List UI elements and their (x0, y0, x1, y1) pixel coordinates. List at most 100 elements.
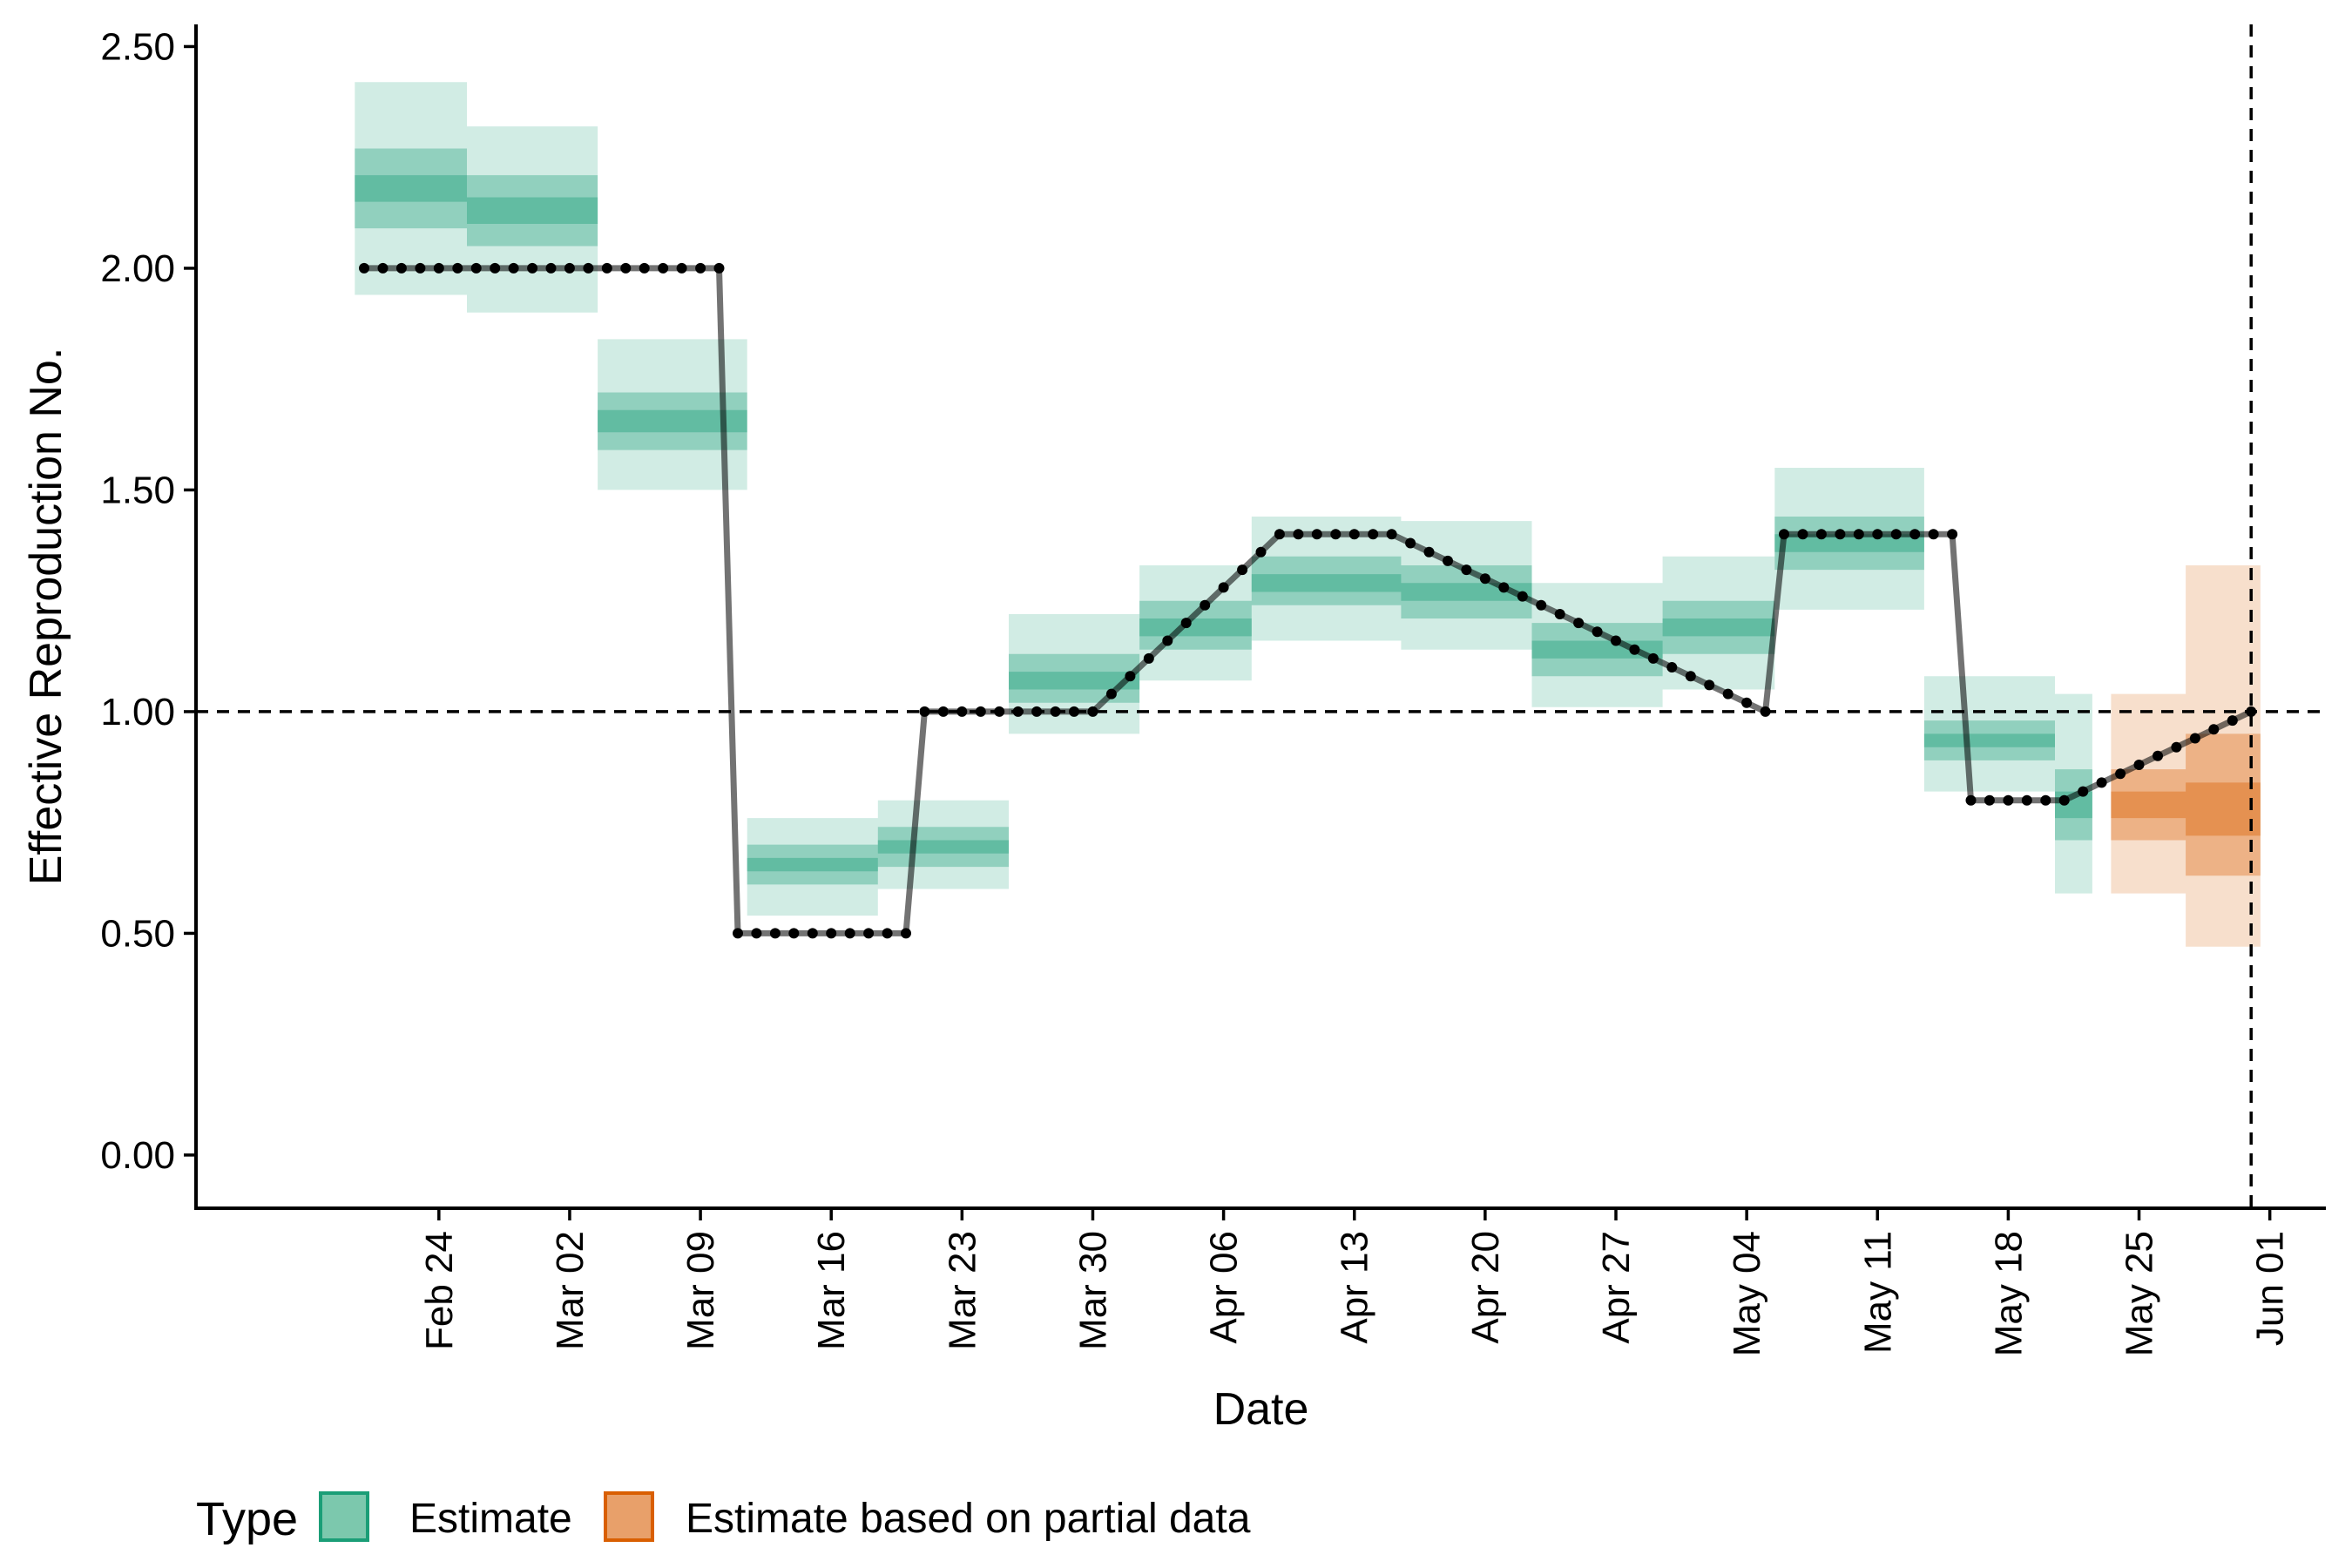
x-tick-label: Feb 24 (418, 1231, 461, 1350)
data-point (1704, 679, 1715, 691)
data-point (2096, 777, 2107, 788)
data-point (1517, 591, 1528, 602)
data-point (1087, 706, 1098, 717)
data-point (1012, 706, 1024, 717)
data-point (2058, 794, 2070, 806)
data-point (1180, 618, 1192, 629)
x-tick-label: Apr 20 (1464, 1231, 1507, 1344)
data-point (1984, 794, 1995, 806)
band-1-interval-1 (2111, 733, 2261, 876)
data-point (1125, 671, 1136, 682)
data-point (415, 262, 426, 274)
y-tick-label: 0.50 (100, 912, 175, 955)
data-point (1928, 529, 1939, 540)
data-point (395, 262, 407, 274)
data-point (1536, 599, 1547, 611)
band-1-interval-0 (2111, 565, 2261, 947)
data-point (1872, 529, 1883, 540)
y-tick-label: 1.00 (100, 691, 175, 733)
data-point (2227, 715, 2238, 727)
x-tick-label: Apr 13 (1334, 1231, 1376, 1344)
legend-title: Type (196, 1493, 298, 1545)
data-point (490, 262, 501, 274)
data-point (639, 262, 650, 274)
x-tick-label: Mar 30 (1071, 1231, 1114, 1350)
data-point (695, 262, 706, 274)
data-point (2133, 760, 2145, 770)
data-point (807, 928, 818, 939)
data-point (564, 262, 575, 274)
data-point (1461, 564, 1472, 576)
data-point (751, 928, 762, 939)
x-tick-label: Mar 02 (549, 1231, 591, 1350)
data-point (956, 706, 968, 717)
x-tick-label: May 25 (2119, 1231, 2161, 1356)
data-point (1105, 688, 1117, 700)
data-point (975, 706, 986, 717)
data-point (1592, 626, 1603, 638)
data-point (1573, 618, 1585, 629)
data-point (452, 262, 463, 274)
data-point (508, 262, 519, 274)
rt-series-points (359, 262, 2257, 939)
data-point (1200, 599, 1211, 611)
data-point (994, 706, 1005, 717)
credible-interval-bands (355, 82, 2261, 947)
data-point (1965, 794, 1977, 806)
data-point (919, 706, 930, 717)
data-point (1498, 582, 1510, 593)
band-1-interval-2 (2111, 782, 2261, 836)
data-point (658, 262, 669, 274)
data-point (769, 928, 781, 939)
band-0-interval-0 (355, 82, 2092, 916)
x-tick-label: Apr 06 (1203, 1231, 1246, 1344)
data-point (863, 928, 875, 939)
legend-label-estimate: Estimate (409, 1496, 572, 1542)
y-tick-label: 2.00 (100, 247, 175, 290)
data-point (583, 262, 594, 274)
data-point (1237, 564, 1248, 576)
data-point (1443, 555, 1453, 566)
band-0-interval-1 (355, 148, 2092, 885)
y-axis-ticks: 0.00 0.50 1.00 1.50 2.00 2.50 (100, 25, 196, 1177)
reference-lines (196, 24, 2326, 1208)
data-point (2040, 794, 2051, 806)
x-tick-label: Jun 01 (2249, 1231, 2292, 1346)
data-point (1143, 652, 1154, 664)
data-point (2171, 741, 2182, 753)
x-tick-label: Mar 16 (810, 1231, 853, 1350)
x-tick-label: Mar 23 (941, 1231, 983, 1350)
y-tick-label: 2.50 (100, 25, 175, 68)
data-point (2189, 733, 2200, 744)
data-point (1311, 529, 1322, 540)
y-axis-title: Effective Reproduction No. (21, 348, 71, 886)
legend: Type Estimate Estimate based on partial … (196, 1491, 1251, 1545)
data-point (1031, 706, 1043, 717)
data-point (1835, 529, 1846, 540)
data-point (676, 262, 687, 274)
data-point (1423, 546, 1435, 558)
data-point (1162, 635, 1173, 646)
data-point (2021, 794, 2032, 806)
data-point (1947, 529, 1958, 540)
data-point (433, 262, 444, 274)
data-point (1890, 529, 1902, 540)
data-point (1218, 582, 1229, 593)
data-point (1368, 529, 1379, 540)
data-point (1330, 529, 1342, 540)
x-tick-label: May 04 (1726, 1231, 1768, 1356)
data-point (1722, 688, 1734, 700)
data-point (1386, 529, 1397, 540)
data-point (620, 262, 632, 274)
data-point (1554, 609, 1565, 619)
y-tick-label: 0.00 (100, 1134, 175, 1177)
x-tick-label: Apr 27 (1595, 1231, 1638, 1344)
data-point (1611, 635, 1621, 646)
data-point (1405, 537, 1416, 549)
y-tick-label: 1.50 (100, 469, 175, 511)
data-point (1741, 697, 1753, 708)
legend-key-estimate (319, 1491, 369, 1542)
data-point (1255, 546, 1267, 558)
data-point (882, 928, 893, 939)
